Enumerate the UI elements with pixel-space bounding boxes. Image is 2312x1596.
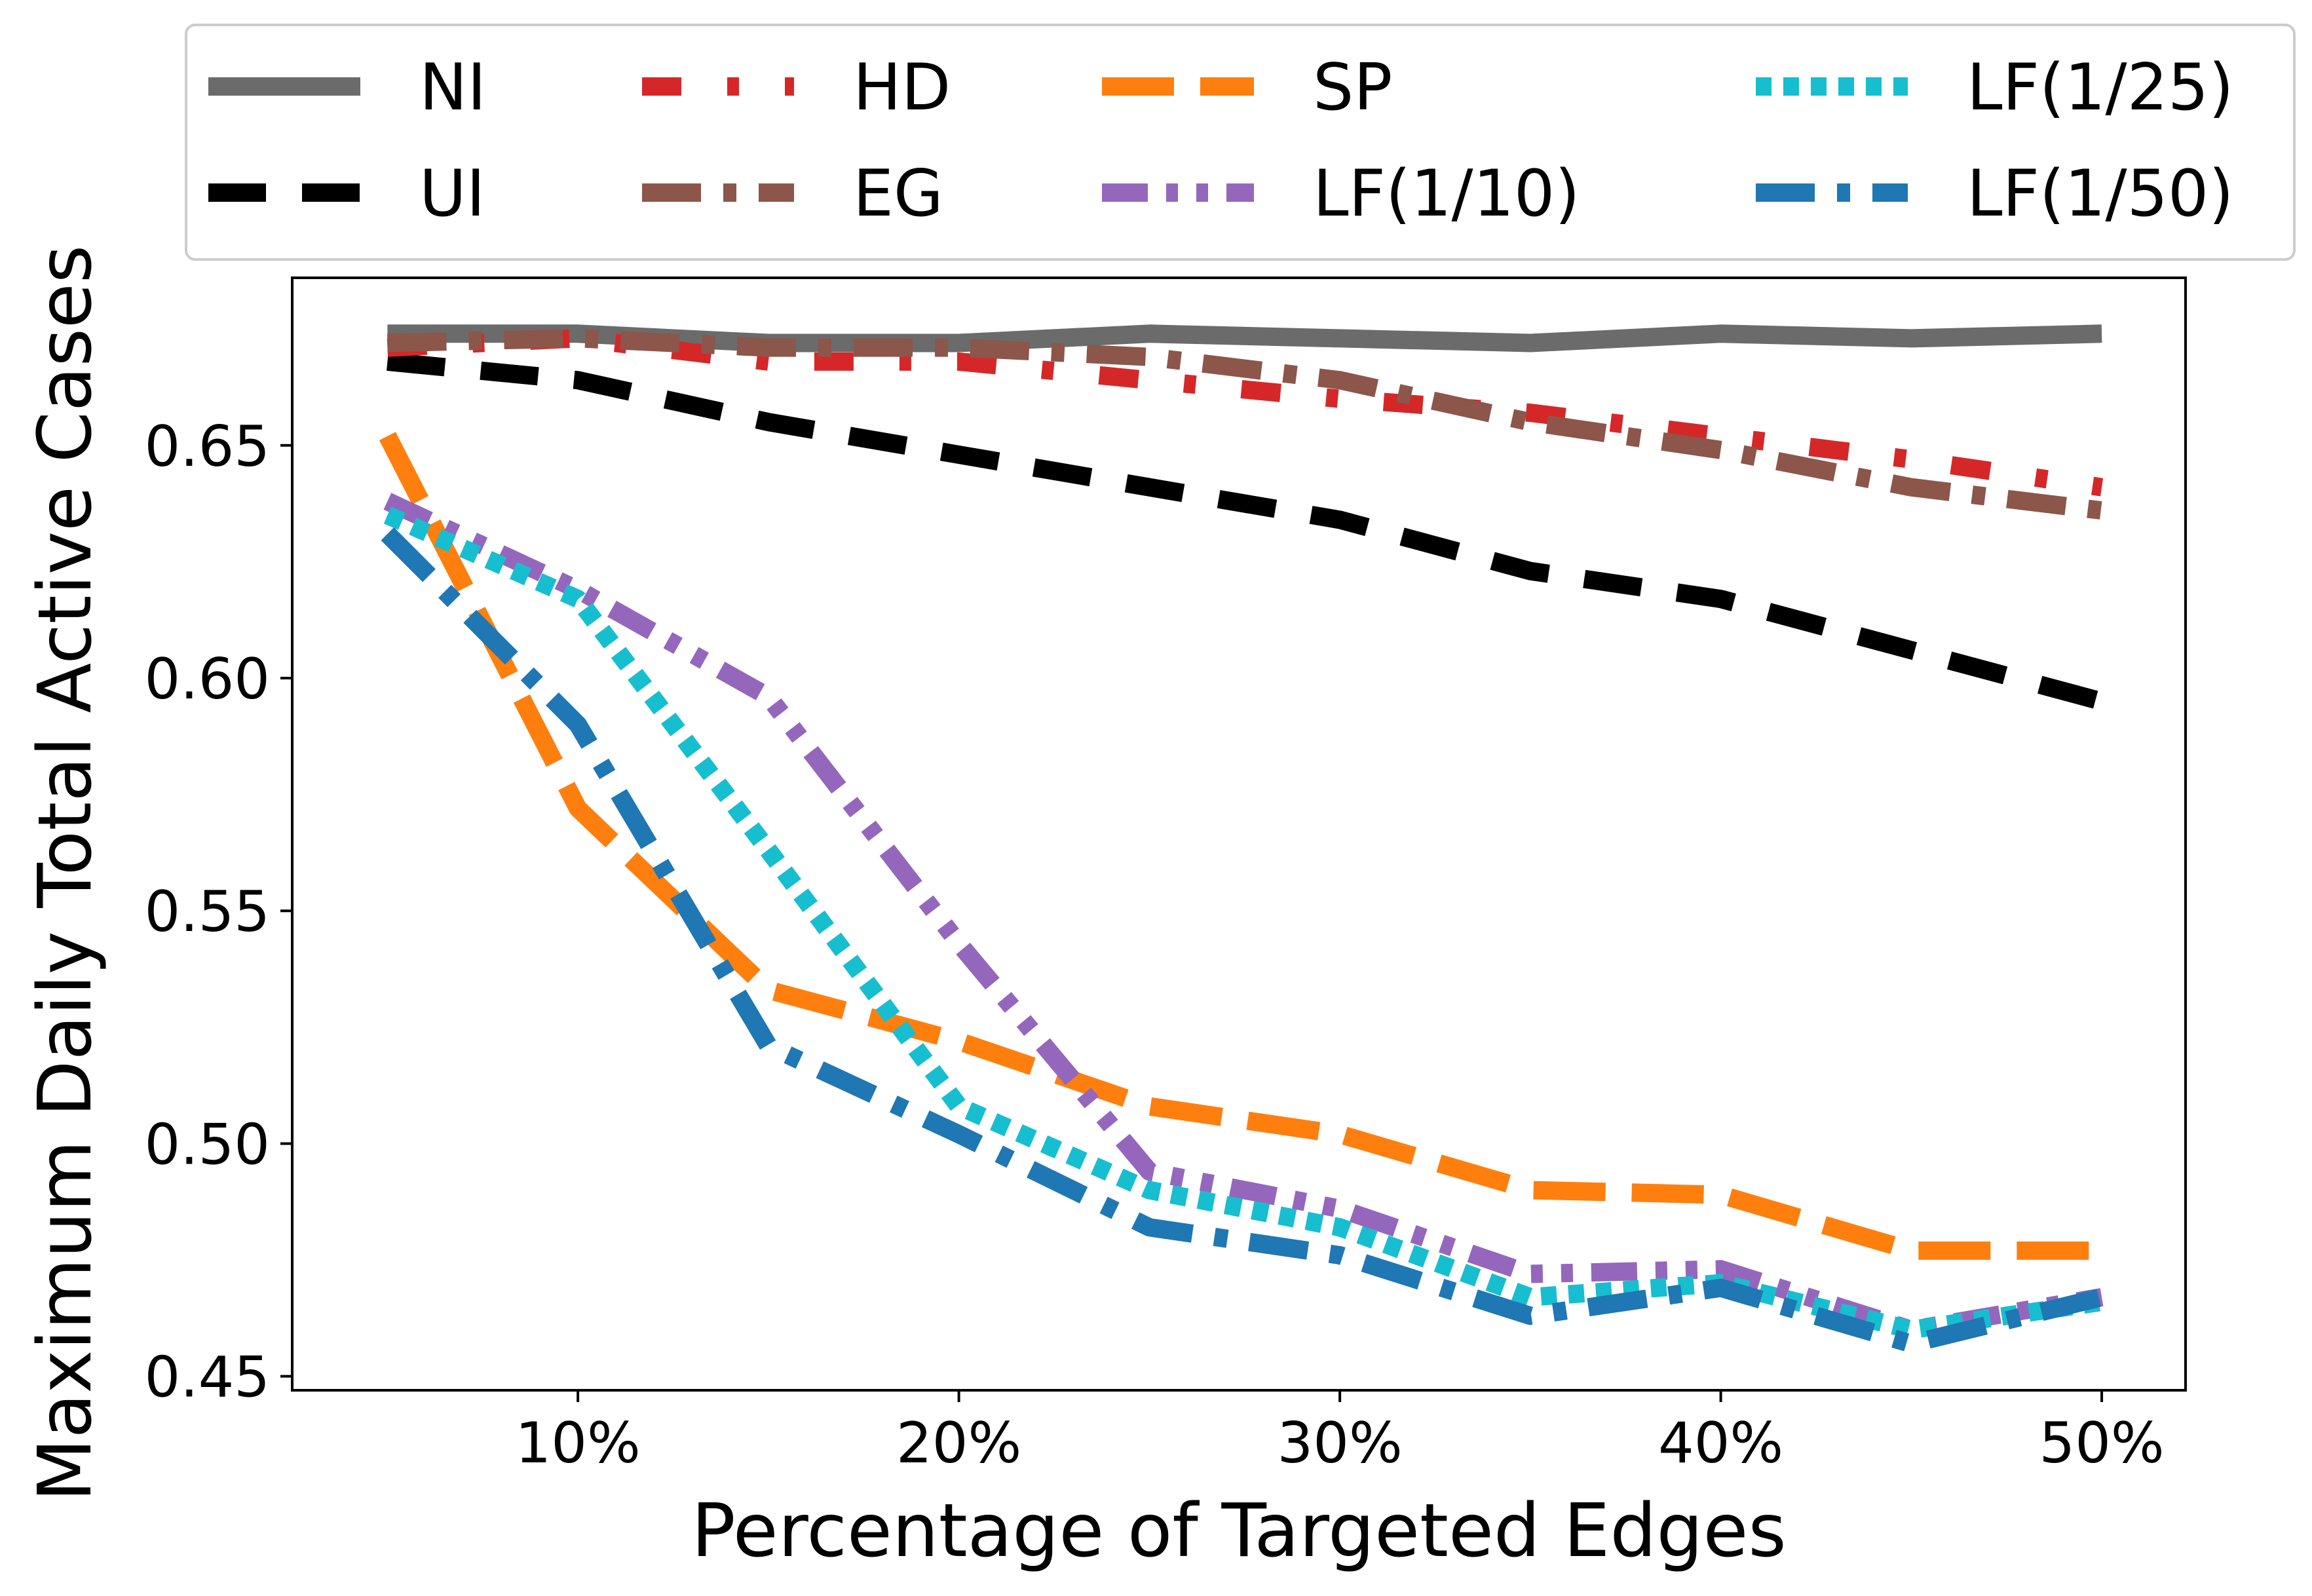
y-tick-label: 0.45 <box>145 1345 270 1411</box>
series-lines <box>379 324 2104 1353</box>
legend: NI UI HD EG SP LF(1/10) LF(1/25) LF(1/50) <box>185 24 2296 261</box>
y-tick-label: 0.50 <box>145 1112 270 1177</box>
y-tick-label: 0.55 <box>145 879 270 945</box>
legend-label-5: SP <box>1313 50 1392 125</box>
series-line-7 <box>383 506 2104 1339</box>
x-tick-label: 30% <box>1278 1411 1403 1476</box>
series-line-4 <box>387 329 2103 520</box>
legend-label-3: HD <box>853 50 951 125</box>
legend-label-7: LF(1/25) <box>1967 50 2234 125</box>
legend-label-1: NI <box>419 50 486 125</box>
legend-label-6: LF(1/10) <box>1313 157 1580 231</box>
x-axis-label: Percentage of Targeted Edges <box>691 1489 1787 1574</box>
x-tick-label: 10% <box>516 1411 641 1476</box>
plot-area <box>291 276 2187 1392</box>
series-line-2 <box>387 352 2104 711</box>
y-axis: 0.45 0.50 0.55 0.60 0.65 <box>145 414 292 1411</box>
y-axis-label: Maximum Daily Total Active Cases <box>23 245 108 1502</box>
x-tick-label: 40% <box>1658 1411 1783 1476</box>
legend-label-8: LF(1/50) <box>1967 157 2234 231</box>
series-line-6 <box>383 493 2104 1339</box>
legend-label-2: UI <box>419 157 485 231</box>
x-tick-label: 50% <box>2039 1411 2164 1476</box>
y-tick-label: 0.60 <box>145 647 270 712</box>
y-tick-label: 0.65 <box>145 414 270 480</box>
x-tick-label: 20% <box>896 1411 1021 1476</box>
x-axis: 10% 20% 30% 40% 50% <box>516 1390 2165 1476</box>
legend-label-4: EG <box>853 157 943 231</box>
